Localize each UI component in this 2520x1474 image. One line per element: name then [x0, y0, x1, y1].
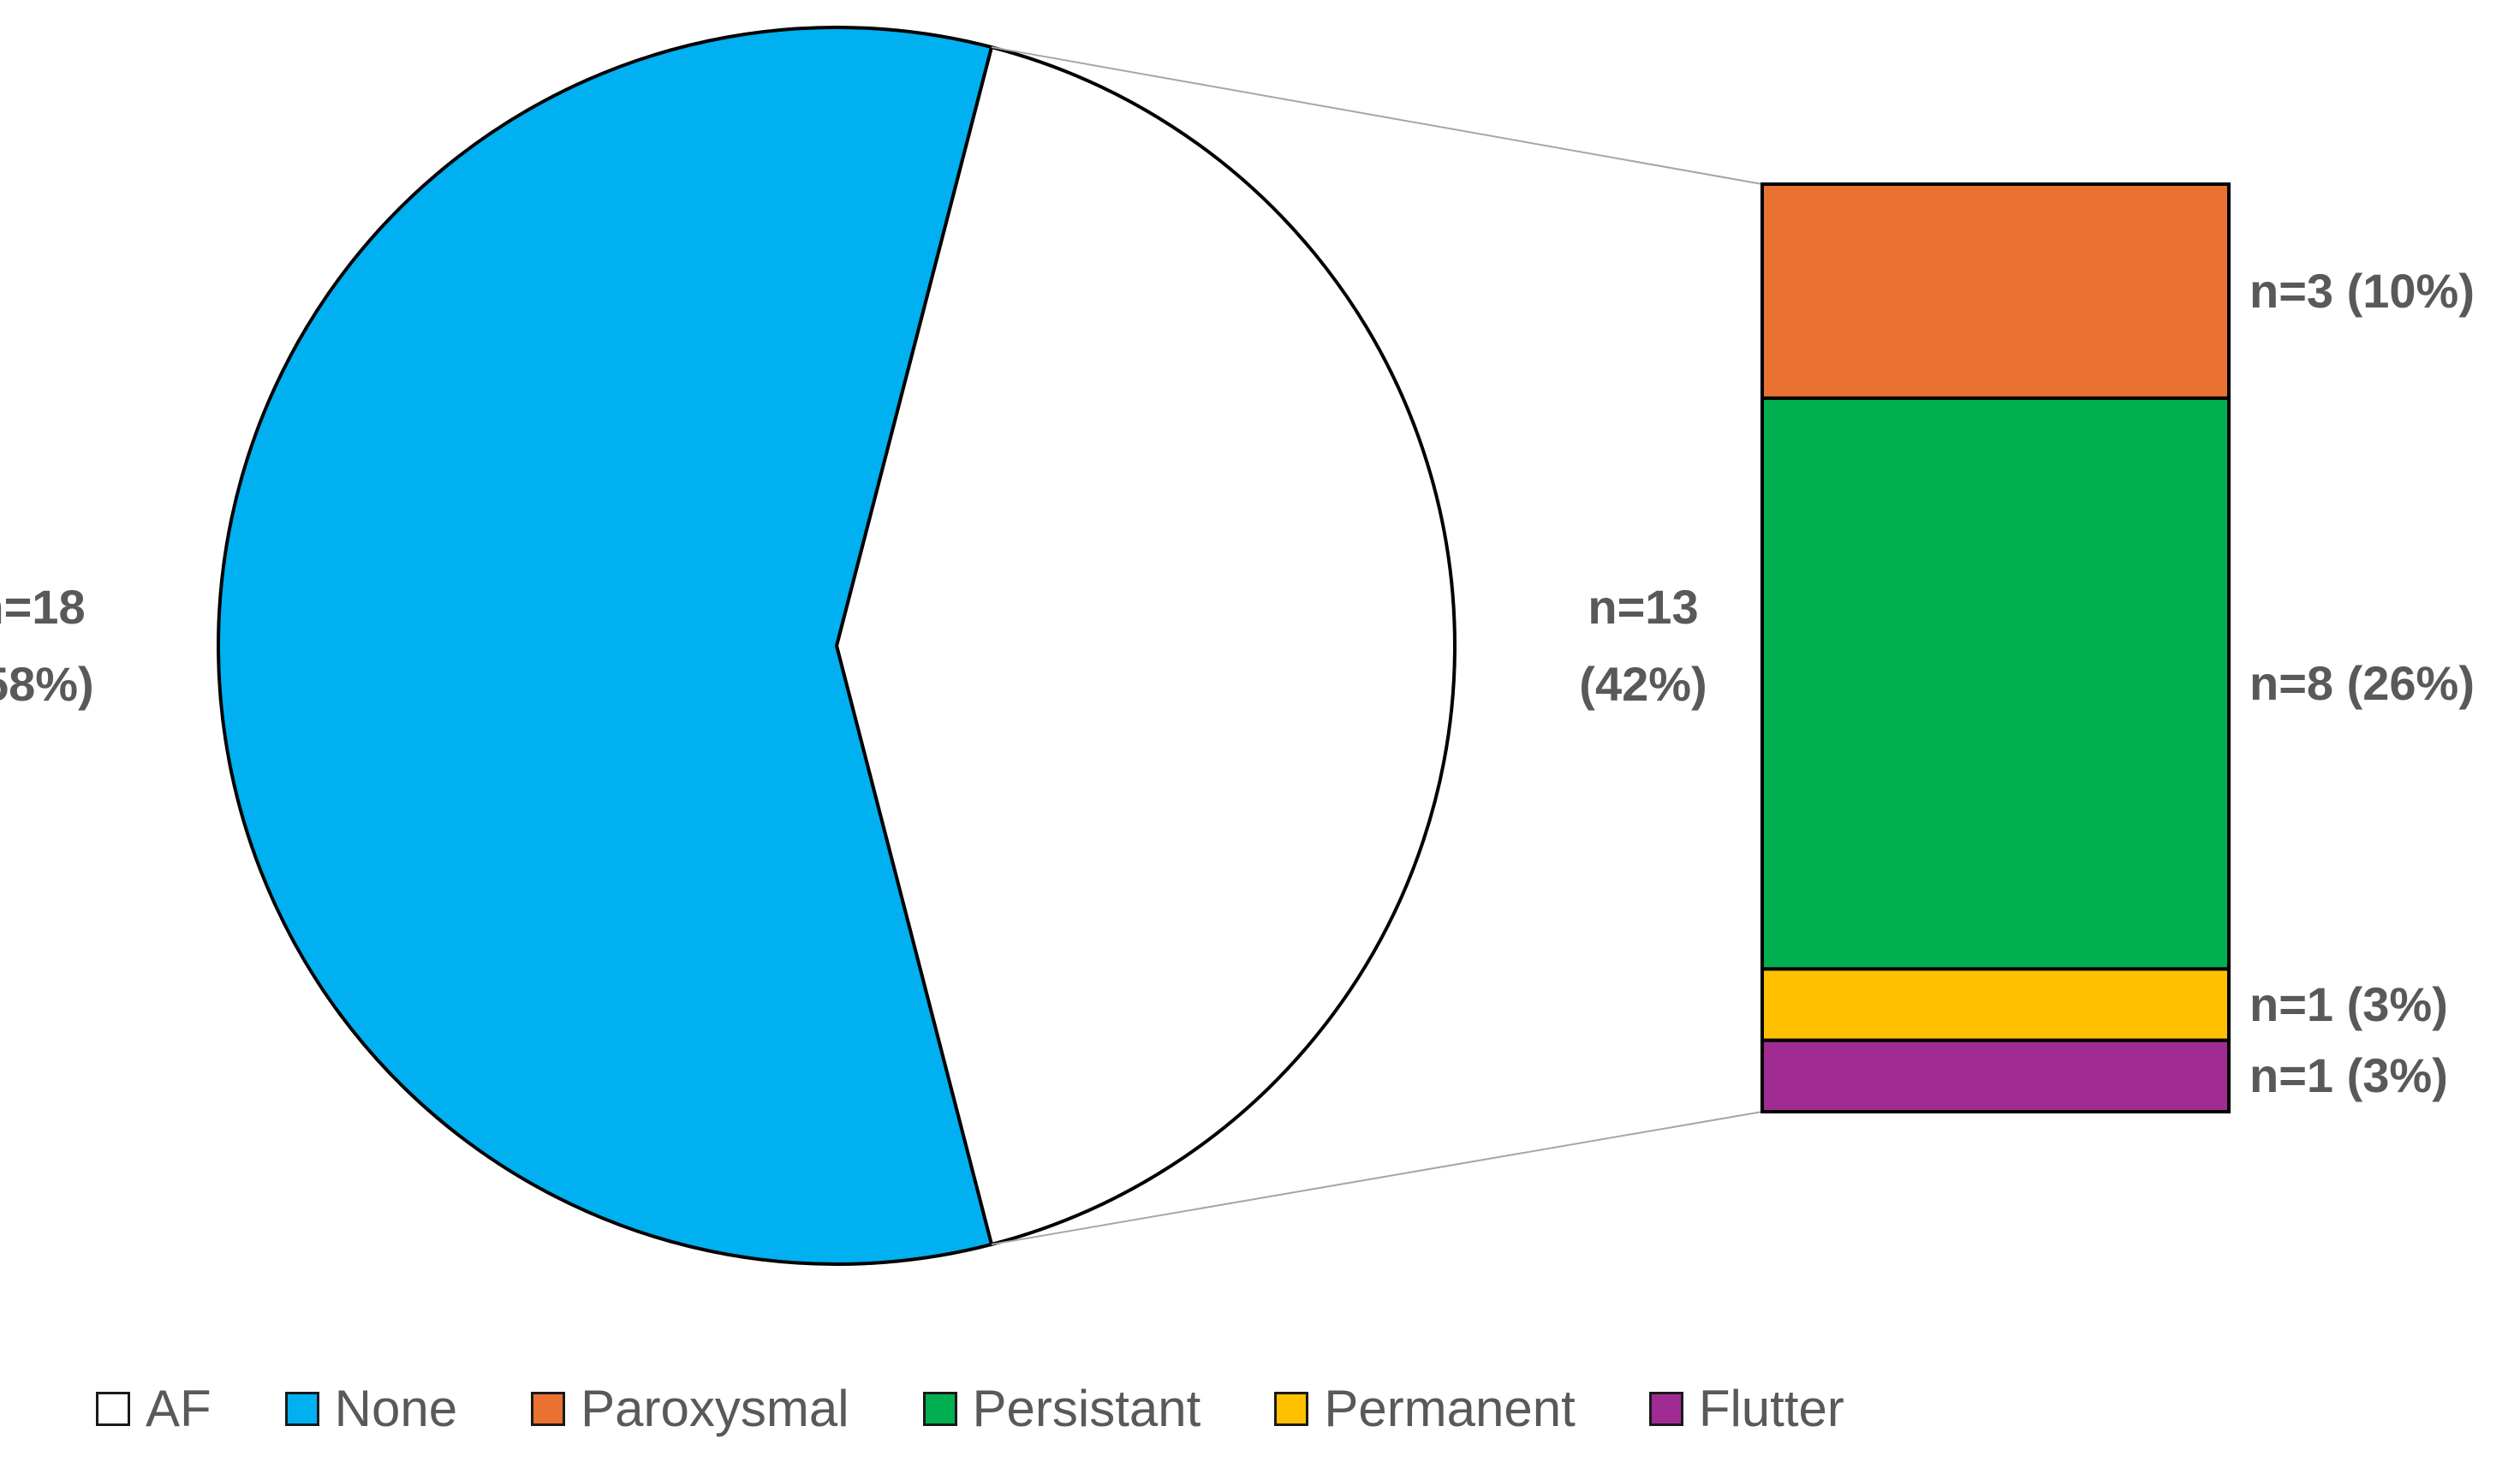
legend-item: AF: [96, 1379, 211, 1438]
legend-item: None: [284, 1379, 458, 1438]
bar-segment: [1760, 1038, 2231, 1113]
bar-segment: [1760, 182, 2231, 400]
legend-item: Persistant: [922, 1379, 1201, 1438]
legend-swatch: [96, 1391, 130, 1426]
legend-swatch: [1648, 1391, 1683, 1426]
bar-segment: [1760, 396, 2231, 971]
data-label: n=18 (58%): [0, 580, 94, 711]
data-label: n=1 (3%): [2249, 977, 2448, 1032]
data-label: n=1 (3%): [2249, 1048, 2448, 1103]
legend-item: Permanent: [1274, 1379, 1576, 1438]
data-label: n=3 (10%): [2249, 263, 2475, 318]
bar-segment: [1760, 967, 2231, 1042]
data-label: n=8 (26%): [2249, 656, 2475, 711]
legend-swatch: [531, 1391, 566, 1426]
connector-line: [991, 46, 1763, 185]
legend-label: Paroxysmal: [581, 1380, 849, 1437]
connector-line: [991, 1111, 1763, 1245]
pie-slice: [216, 26, 994, 1266]
legend-item: Paroxysmal: [531, 1379, 849, 1438]
pie-slice: [834, 45, 1457, 1247]
legend-label: Flutter: [1698, 1380, 1844, 1437]
data-label: n=13 (42%): [1579, 580, 1707, 711]
legend-label: AF: [146, 1380, 211, 1437]
legend-swatch: [922, 1391, 957, 1426]
legend-swatch: [284, 1391, 319, 1426]
legend-label: Permanent: [1324, 1380, 1576, 1437]
legend: AF None Paroxysmal Persistant Permanent Flutt…: [96, 1379, 1844, 1438]
legend-label: None: [334, 1380, 458, 1437]
legend-item: Flutter: [1648, 1379, 1844, 1438]
legend-swatch: [1274, 1391, 1309, 1426]
legend-label: Persistant: [972, 1380, 1201, 1437]
